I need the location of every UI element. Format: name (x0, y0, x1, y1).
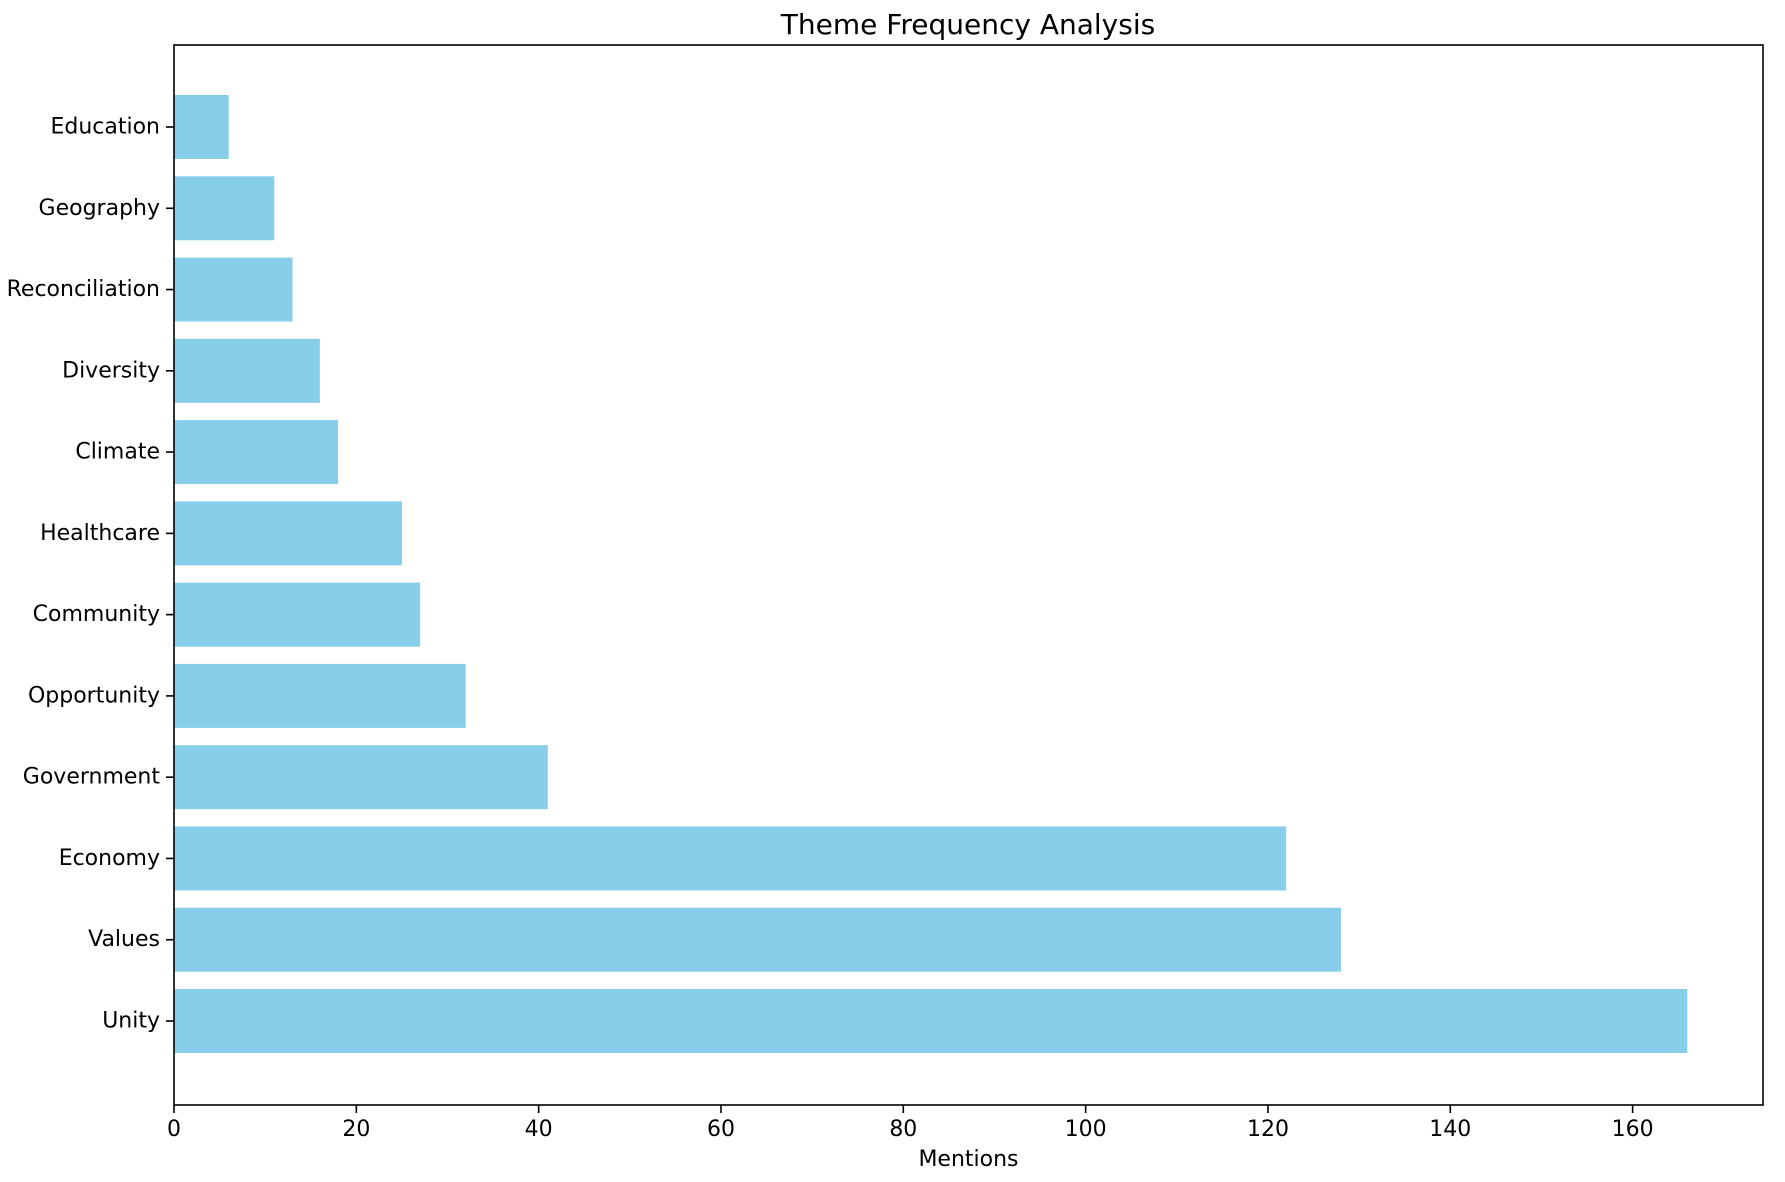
bars-layer (174, 95, 1688, 1053)
x-tick-label: 60 (707, 1117, 735, 1142)
plot-frame (173, 44, 1764, 1106)
y-tick-label: Unity (102, 1009, 160, 1034)
x-tick-label: 140 (1429, 1117, 1471, 1142)
bar-healthcare (174, 501, 402, 566)
bar-community (174, 582, 421, 647)
x-axis-label: Mentions (918, 1147, 1018, 1172)
x-tick-label: 40 (525, 1117, 553, 1142)
bar-education (174, 95, 229, 159)
x-tick-label: 20 (342, 1117, 370, 1142)
bar-values (174, 907, 1341, 972)
bar-opportunity (174, 663, 466, 728)
y-tick-label: Healthcare (40, 521, 160, 546)
bar-climate (174, 420, 339, 485)
bar-reconciliation (174, 257, 293, 322)
chart-title: Theme Frequency Analysis (780, 8, 1155, 41)
y-tick-label: Economy (59, 846, 160, 871)
y-tick-label: Geography (39, 196, 160, 221)
y-tick-label: Opportunity (28, 683, 160, 708)
y-tick-label: Community (33, 602, 160, 627)
bar-diversity (174, 338, 320, 403)
bar-unity (174, 989, 1688, 1053)
x-tick-label: 120 (1247, 1117, 1289, 1142)
y-tick-label: Government (23, 765, 161, 790)
x-axis: 0 20 40 60 80 100 120 140 160 (167, 1105, 1654, 1142)
y-axis: Unity Values Economy Government Opportunity C… (7, 115, 174, 1034)
x-tick-label: 160 (1612, 1117, 1654, 1142)
y-tick-label: Reconciliation (7, 277, 160, 302)
bar-economy (174, 826, 1287, 891)
bar-government (174, 745, 548, 810)
x-tick-label: 80 (889, 1117, 917, 1142)
y-tick-label: Climate (75, 440, 160, 465)
y-tick-label: Education (50, 115, 160, 140)
x-tick-label: 100 (1065, 1117, 1107, 1142)
bar-geography (174, 176, 275, 241)
y-tick-label: Values (88, 927, 160, 952)
y-tick-label: Diversity (62, 358, 160, 383)
x-tick-label: 0 (167, 1117, 181, 1142)
